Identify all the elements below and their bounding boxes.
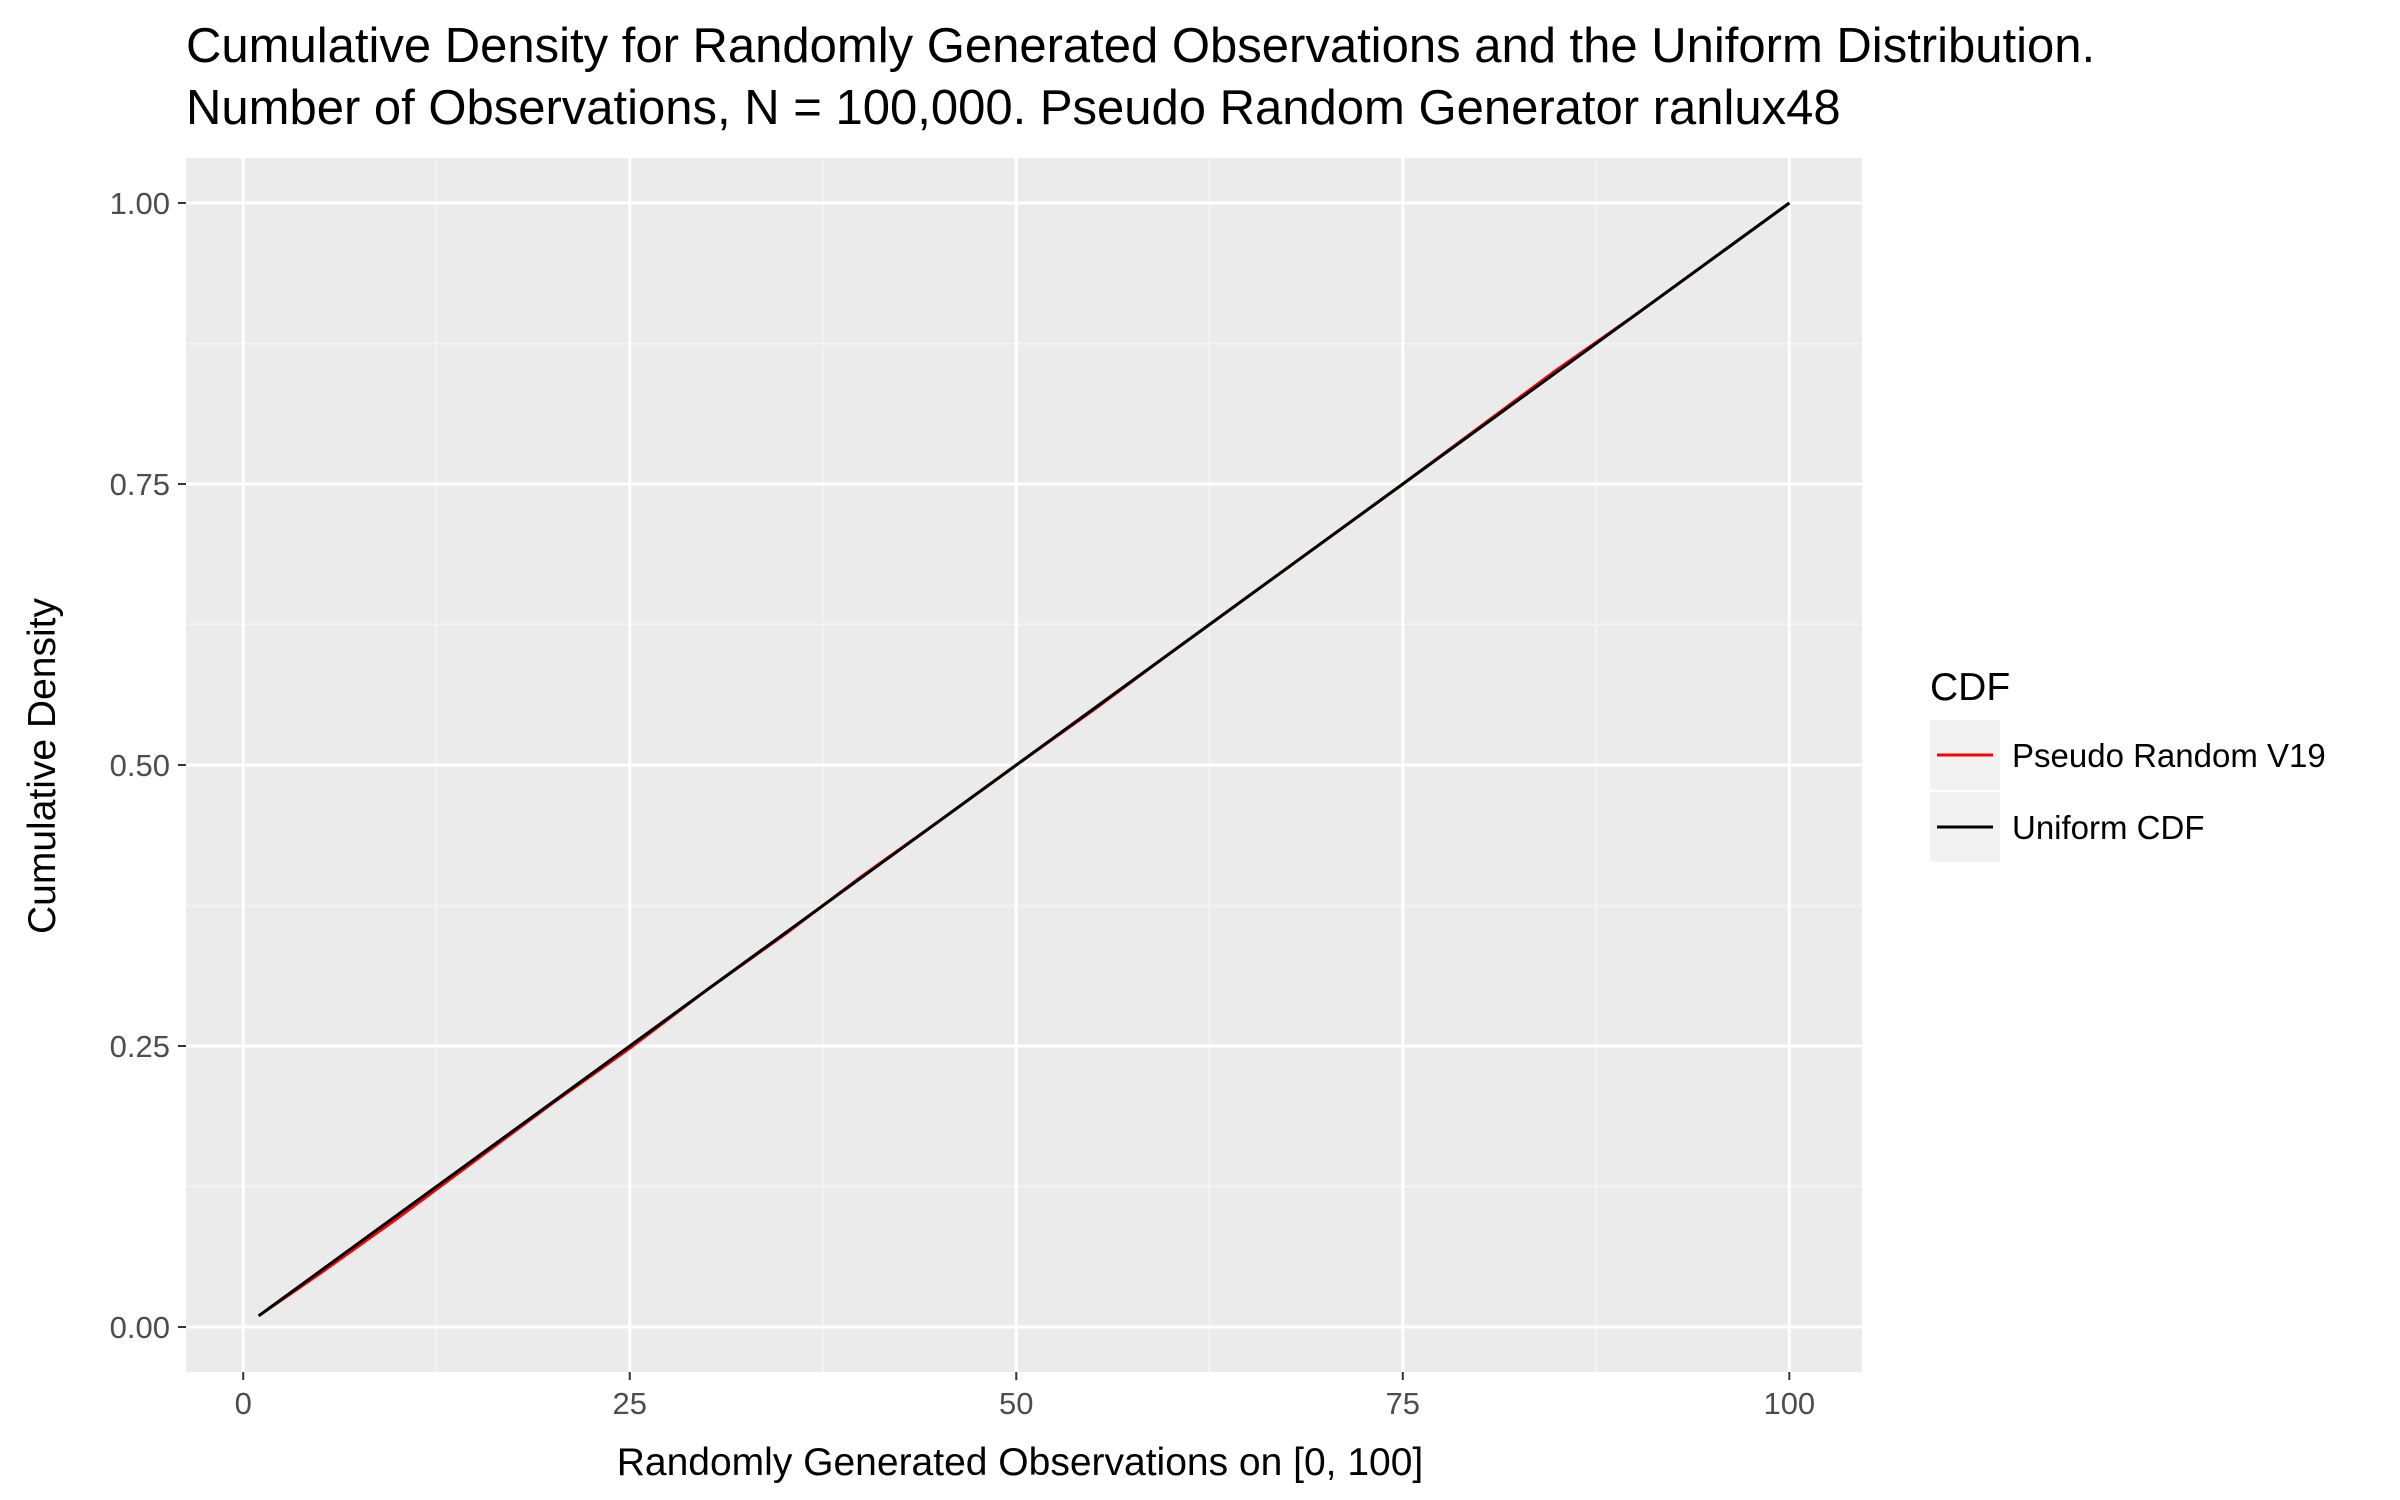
y-tick-label: 0.25: [110, 1029, 170, 1064]
x-tick-label: 75: [1386, 1386, 1420, 1421]
y-tick-label: 0.75: [110, 467, 170, 502]
y-tick-label: 0.00: [110, 1310, 170, 1345]
legend-title: CDF: [1930, 666, 2010, 709]
legend: CDF Pseudo Random V19 Uniform CDF: [1930, 666, 2326, 862]
x-axis: 0 25 50 75 100: [235, 1372, 1815, 1421]
chart-subtitle: Number of Observations, N = 100,000. Pse…: [186, 81, 1841, 135]
y-axis-title: Cumulative Density: [21, 598, 64, 934]
y-axis: 0.00 0.25 0.50 0.75 1.00: [110, 186, 186, 1345]
y-tick-label: 0.50: [110, 748, 170, 783]
x-tick-label: 25: [612, 1386, 646, 1421]
x-tick-label: 100: [1763, 1386, 1815, 1421]
legend-label-uniform-cdf: Uniform CDF: [2012, 809, 2205, 846]
y-tick-label: 1.00: [110, 186, 170, 221]
x-tick-label: 50: [999, 1386, 1033, 1421]
chart-title: Cumulative Density for Randomly Generate…: [186, 19, 2095, 73]
series-layer: [257, 201, 1791, 1318]
legend-label-pseudo-random: Pseudo Random V19: [2012, 737, 2326, 774]
x-tick-label: 0: [235, 1386, 252, 1421]
series-line-uniform-cdf: [257, 201, 1791, 1318]
x-axis-title: Randomly Generated Observations on [0, 1…: [617, 1441, 1423, 1484]
